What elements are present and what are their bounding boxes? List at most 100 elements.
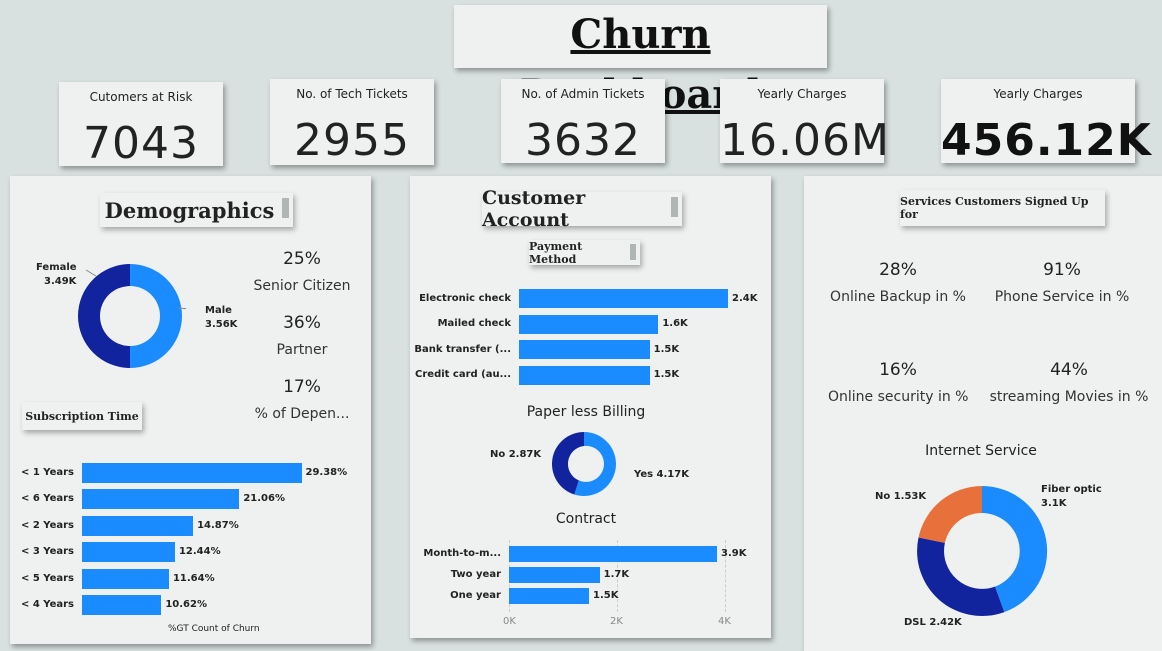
donut-slice-female[interactable]: [78, 264, 130, 368]
donut-slice-yes[interactable]: [574, 432, 616, 496]
demographics-title-box: Demographics: [100, 193, 293, 227]
paperless-title: Paper less Billing: [526, 404, 646, 420]
kpi-yearly-charges[interactable]: Yearly Charges 16.06M: [720, 79, 890, 166]
stat-online-security-pct: 16%: [879, 360, 917, 380]
internet-service-donut-chart[interactable]: [915, 484, 1049, 618]
contract-title: Contract: [555, 511, 617, 527]
bar-category-label: Bank transfer (...: [414, 343, 511, 355]
kpi-value: 3632: [525, 115, 641, 166]
donut-slice-male[interactable]: [130, 264, 182, 368]
bar-value-label: 2.4K: [732, 292, 758, 304]
internet-fiber-value: 3.1K: [1041, 498, 1067, 509]
kpi-yearly-charges-2[interactable]: Yearly Charges 456.12K: [941, 79, 1151, 166]
bar[interactable]: [82, 568, 169, 589]
bar[interactable]: [82, 515, 194, 536]
services-panel: [804, 176, 1162, 651]
stat-online-backup-label: Online Backup in %: [830, 289, 966, 305]
kpi-tech-tickets[interactable]: No. of Tech Tickets 2955: [270, 79, 434, 166]
kpi-label: No. of Tech Tickets: [296, 87, 408, 101]
bar[interactable]: [82, 489, 240, 510]
male-value: 3.56K: [205, 319, 238, 330]
kpi-label: Yearly Charges: [757, 87, 847, 101]
bar-value-label: 1.5K: [653, 369, 680, 381]
stat-dependents-label: % of Depen...: [254, 406, 350, 422]
bar-value-label: 12.44%: [178, 546, 221, 558]
bar[interactable]: [519, 340, 650, 360]
paperless-donut-chart[interactable]: [550, 430, 620, 498]
services-title-box: Services Customers Signed Up for: [900, 190, 1105, 226]
customer-account-title-box: Customer Account: [482, 187, 682, 231]
male-label: Male: [205, 305, 232, 316]
stat-streaming-movies-pct: 44%: [1050, 360, 1088, 380]
donut-slice-no[interactable]: [551, 432, 584, 495]
gridline: [617, 540, 618, 612]
bar-category-label: < 6 Years: [20, 493, 74, 505]
bar[interactable]: [519, 289, 728, 308]
kpi-customers-at-risk[interactable]: Cutomers at Risk 7043: [59, 82, 223, 169]
kpi-label: Cutomers at Risk: [89, 90, 193, 104]
stat-phone-service-pct: 91%: [1043, 260, 1081, 280]
internet-no-label: No 1.53K: [875, 491, 927, 502]
demographics-title: Demographics: [104, 197, 275, 223]
bar[interactable]: [519, 365, 650, 385]
internet-service-title: Internet Service: [925, 443, 1037, 459]
stat-streaming-movies-label: streaming Movies in %: [989, 389, 1149, 405]
donut-slice-no[interactable]: [918, 486, 983, 543]
bar-category-label: Electronic check: [419, 292, 511, 304]
stat-online-backup-pct: 28%: [879, 260, 917, 280]
stat-senior-pct: 25%: [283, 249, 321, 269]
bar-value-label: 10.62%: [165, 599, 207, 610]
bar-value-label: 1.7K: [603, 569, 630, 580]
bar-category-label: One year: [450, 590, 501, 601]
stat-partner-pct: 36%: [283, 313, 321, 333]
contract-axis-tick: 4K: [718, 616, 731, 627]
donut-slice-fiber[interactable]: [982, 485, 1048, 613]
kpi-value: 16.06M: [720, 115, 890, 166]
stat-dependents-pct: 17%: [283, 377, 321, 397]
bar-category-label: < 2 Years: [20, 519, 74, 531]
bar-category-label: < 4 Years: [20, 599, 74, 610]
paperless-yes-label: Yes 4.17K: [634, 469, 689, 480]
bar-category-label: < 3 Years: [20, 546, 74, 558]
bar[interactable]: [509, 567, 600, 583]
dashboard-title-box: Churn Dashboard: [454, 5, 827, 118]
payment-title-box: Payment Method: [529, 239, 640, 266]
stat-online-security-label: Online security in %: [828, 389, 969, 405]
kpi-label: Yearly Charges: [993, 87, 1083, 101]
subscription-title: Subscription Time: [25, 409, 139, 423]
contract-axis-tick: 0K: [503, 616, 516, 627]
gender-donut-chart[interactable]: [74, 260, 186, 372]
bar-value-label: 14.87%: [197, 519, 239, 531]
bar[interactable]: [82, 542, 175, 563]
paperless-no-label: No 2.87K: [490, 449, 542, 460]
kpi-value: 2955: [294, 115, 410, 166]
title-handle: [671, 197, 678, 217]
bar[interactable]: [82, 463, 302, 483]
donut-slice-dsl[interactable]: [917, 537, 1005, 617]
stat-partner-label: Partner: [276, 342, 328, 358]
bar-value-label: 3.9K: [721, 548, 747, 559]
bar-value-label: 1.5K: [653, 343, 680, 355]
stat-phone-service-label: Phone Service in %: [994, 289, 1130, 305]
bar[interactable]: [519, 314, 659, 334]
bar-category-label: Two year: [450, 569, 501, 580]
subscription-title-box: Subscription Time: [22, 402, 142, 430]
bar[interactable]: [509, 588, 589, 604]
kpi-admin-tickets[interactable]: No. of Admin Tickets 3632: [501, 79, 665, 166]
subscription-axis-label: %GT Count of Churn: [168, 624, 260, 634]
bar[interactable]: [509, 546, 717, 562]
bar-category-label: Mailed check: [437, 318, 511, 330]
bar-value-label: 1.6K: [662, 318, 688, 330]
bar-category-label: < 1 Years: [20, 467, 74, 478]
kpi-value: 7043: [83, 118, 199, 169]
kpi-label: No. of Admin Tickets: [521, 87, 645, 101]
payment-title: Payment Method: [529, 239, 583, 266]
title-handle: [630, 244, 636, 260]
customer-account-title: Customer Account: [482, 187, 586, 231]
bar-category-label: < 5 Years: [20, 572, 74, 584]
gridline: [725, 540, 726, 612]
internet-dsl-label: DSL 2.42K: [904, 617, 962, 628]
bar-value-label: 1.5K: [593, 590, 619, 601]
bar[interactable]: [82, 595, 162, 615]
contract-axis-tick: 2K: [610, 616, 623, 627]
